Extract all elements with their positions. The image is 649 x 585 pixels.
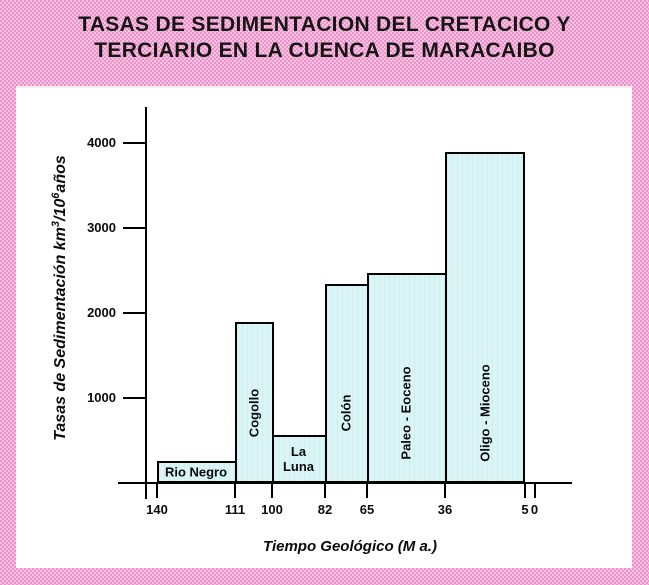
bar-la-luna: [272, 434, 327, 483]
y-tick: [123, 397, 146, 399]
y-axis-title-text: años: [52, 155, 70, 193]
x-tick-label: 111: [224, 502, 246, 517]
y-tick-label: 3000: [87, 220, 116, 235]
x-tick-label: 36: [437, 502, 453, 517]
y-axis-title-superscript: 6: [49, 192, 62, 199]
figure-title-line1: TASAS DE SEDIMENTACION DEL CRETACICO Y: [78, 13, 571, 36]
x-tick: [444, 483, 446, 498]
bar-label-rio-negro: Rio Negro: [164, 464, 228, 480]
y-axis-line: [145, 107, 147, 499]
y-tick-label: 1000: [87, 390, 116, 405]
y-tick: [123, 227, 146, 229]
bar-label-oligo-mioceno: Oligo - Mioceno: [477, 364, 493, 462]
chart-area: Tasas de Sedimentación km3/106años Tiemp…: [16, 86, 632, 568]
y-tick-label: 2000: [87, 305, 116, 320]
x-tick: [533, 483, 536, 498]
y-axis-title-text: /10: [52, 198, 70, 221]
bar-oligo-mioceno: [445, 152, 525, 483]
y-axis-title-text: Tasas de Sedimentación km: [52, 227, 70, 441]
x-tick: [524, 483, 526, 498]
y-tick-label: 4000: [87, 135, 116, 150]
x-tick: [324, 483, 326, 498]
x-tick: [234, 483, 236, 498]
x-tick-label: 140: [146, 502, 168, 517]
x-tick-label: 0: [530, 502, 539, 517]
x-tick-label: 100: [261, 502, 283, 517]
x-tick-label: 82: [317, 502, 333, 517]
y-tick: [123, 142, 146, 144]
bar-label-la-luna: La Luna: [282, 443, 315, 474]
figure-title: TASAS DE SEDIMENTACION DEL CRETACICO Y T…: [0, 12, 649, 64]
x-tick: [271, 483, 273, 498]
bar-label-paleo-eoceno: Paleo - Eoceno: [398, 366, 414, 460]
x-axis-line: [118, 482, 572, 484]
bar-colon: [325, 284, 369, 483]
x-tick-label: 5: [521, 502, 529, 517]
bar-rio-negro: [157, 460, 237, 483]
bar-label-cogollo: Cogollo: [246, 388, 261, 438]
x-axis-title: Tiempo Geológico (M a.): [263, 538, 437, 555]
bar-paleo-eoceno: [367, 273, 447, 483]
x-tick: [366, 483, 368, 498]
y-tick: [123, 312, 146, 314]
bar-cogollo: [235, 321, 274, 483]
figure-title-line2: TERCIARIO EN LA CUENCA DE MARACAIBO: [94, 39, 555, 62]
x-tick: [156, 483, 158, 498]
x-tick-label: 65: [359, 502, 375, 517]
bar-label-colon: Colón: [338, 394, 354, 432]
